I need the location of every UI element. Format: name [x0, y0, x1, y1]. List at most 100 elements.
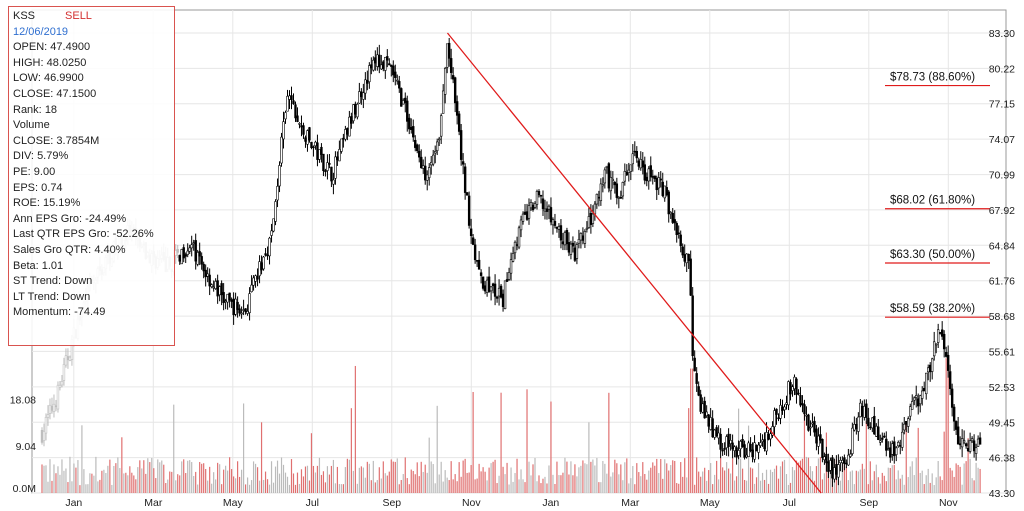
- candle-body: [901, 431, 904, 448]
- fib-level-label: $68.02 (61.80%): [890, 195, 975, 207]
- candle-body: [455, 101, 459, 116]
- candle-body: [671, 212, 674, 223]
- candle-body: [509, 259, 513, 274]
- time-tick-label: Sep: [382, 497, 401, 509]
- price-tick-label: 55.61: [989, 346, 1015, 358]
- candle-body: [807, 414, 810, 431]
- candle-body: [459, 130, 463, 160]
- trendline: [446, 32, 822, 494]
- candle-body: [278, 165, 281, 187]
- candle-body: [679, 234, 682, 247]
- stat-value: 15.19%: [42, 197, 81, 210]
- candle-body: [725, 436, 728, 449]
- candle-body: [697, 386, 700, 396]
- candle-body: [449, 58, 453, 73]
- candle-body: [903, 423, 906, 431]
- stat-value: 4.40%: [94, 243, 126, 256]
- candle-body: [513, 241, 517, 254]
- candle-body: [956, 426, 960, 445]
- candle-body: [637, 160, 640, 167]
- candle-body: [627, 169, 631, 173]
- candle-body: [432, 154, 435, 165]
- candle-body: [845, 462, 848, 465]
- price-tick-label: 74.07: [989, 134, 1015, 146]
- candle-body: [641, 160, 644, 168]
- candle-body: [206, 273, 209, 277]
- candle-body: [909, 406, 912, 417]
- candle-body: [607, 163, 611, 189]
- candle-body: [515, 244, 519, 246]
- candle-body: [336, 156, 339, 161]
- candle-body: [737, 450, 740, 456]
- candle-body: [396, 79, 399, 82]
- candle-body: [174, 250, 177, 256]
- candle-body: [561, 241, 565, 245]
- stat-row-sales: Sales Gro QTR: 4.40%: [13, 243, 170, 259]
- candle-body: [833, 467, 836, 480]
- stat-value: 48.0250: [46, 56, 87, 69]
- candle-body: [869, 426, 872, 429]
- candle-body: [721, 449, 724, 452]
- candle-body: [559, 225, 563, 241]
- candle-body: [324, 170, 327, 173]
- candle-body: [829, 460, 832, 471]
- price-tick-label: 52.53: [989, 382, 1015, 394]
- candle-body: [861, 405, 864, 417]
- fib-level-label: $58.59 (38.20%): [890, 303, 975, 315]
- candle-body: [310, 141, 313, 148]
- candle-body: [543, 208, 547, 212]
- candle-body: [497, 287, 501, 297]
- time-tick-label: Jan: [65, 497, 82, 509]
- candle-body: [308, 127, 311, 141]
- candle-body: [865, 403, 868, 418]
- candle-body: [685, 253, 688, 264]
- candle-body: [188, 247, 191, 252]
- candle-body: [358, 91, 361, 104]
- candle-body: [356, 103, 359, 118]
- stat-row-lt-trend: LT Trend: Down: [13, 290, 170, 306]
- time-tick-label: Nov: [462, 497, 481, 509]
- candle-body: [352, 104, 355, 122]
- candle-body: [609, 177, 613, 192]
- candle-body: [681, 246, 684, 256]
- candle-body: [960, 438, 964, 448]
- price-tick-label: 64.84: [989, 240, 1015, 252]
- stat-row-beta: Beta: 1.01: [13, 259, 170, 275]
- candle-body: [46, 414, 50, 418]
- candle-body: [362, 92, 365, 100]
- stat-value: 18: [44, 103, 58, 116]
- candle-body: [360, 91, 363, 98]
- candle-body: [220, 283, 223, 296]
- candle-body: [779, 404, 782, 419]
- candle-body: [422, 165, 425, 169]
- candle-body: [835, 464, 838, 475]
- candle-body: [426, 174, 429, 181]
- candle-body: [567, 242, 571, 253]
- candle-body: [821, 438, 824, 459]
- downtrend-line: [446, 32, 822, 494]
- stat-value: Down: [62, 290, 91, 303]
- candle-body: [663, 185, 666, 199]
- candle-body: [841, 460, 844, 464]
- candle-body: [348, 116, 351, 137]
- candle-body: [483, 285, 487, 292]
- candle-body: [294, 104, 297, 119]
- volume-axis: 0.0M 9.04 18.08: [10, 394, 36, 495]
- candle-body: [318, 149, 321, 160]
- candle-body: [491, 283, 495, 287]
- candle-body: [643, 164, 646, 181]
- price-tick-label: 46.38: [989, 453, 1015, 465]
- candle-body: [699, 394, 702, 412]
- candle-body: [487, 276, 491, 292]
- candle-body: [214, 281, 217, 289]
- stat-value: 46.9900: [43, 72, 84, 85]
- candle-body: [809, 426, 812, 429]
- candle-body: [62, 364, 66, 381]
- candle-body: [930, 358, 934, 372]
- candle-body: [416, 144, 419, 152]
- candle-body: [260, 262, 263, 271]
- candle-body: [735, 447, 738, 458]
- candle-body: [555, 226, 559, 229]
- candle-body: [354, 103, 357, 115]
- candle-body: [577, 239, 581, 244]
